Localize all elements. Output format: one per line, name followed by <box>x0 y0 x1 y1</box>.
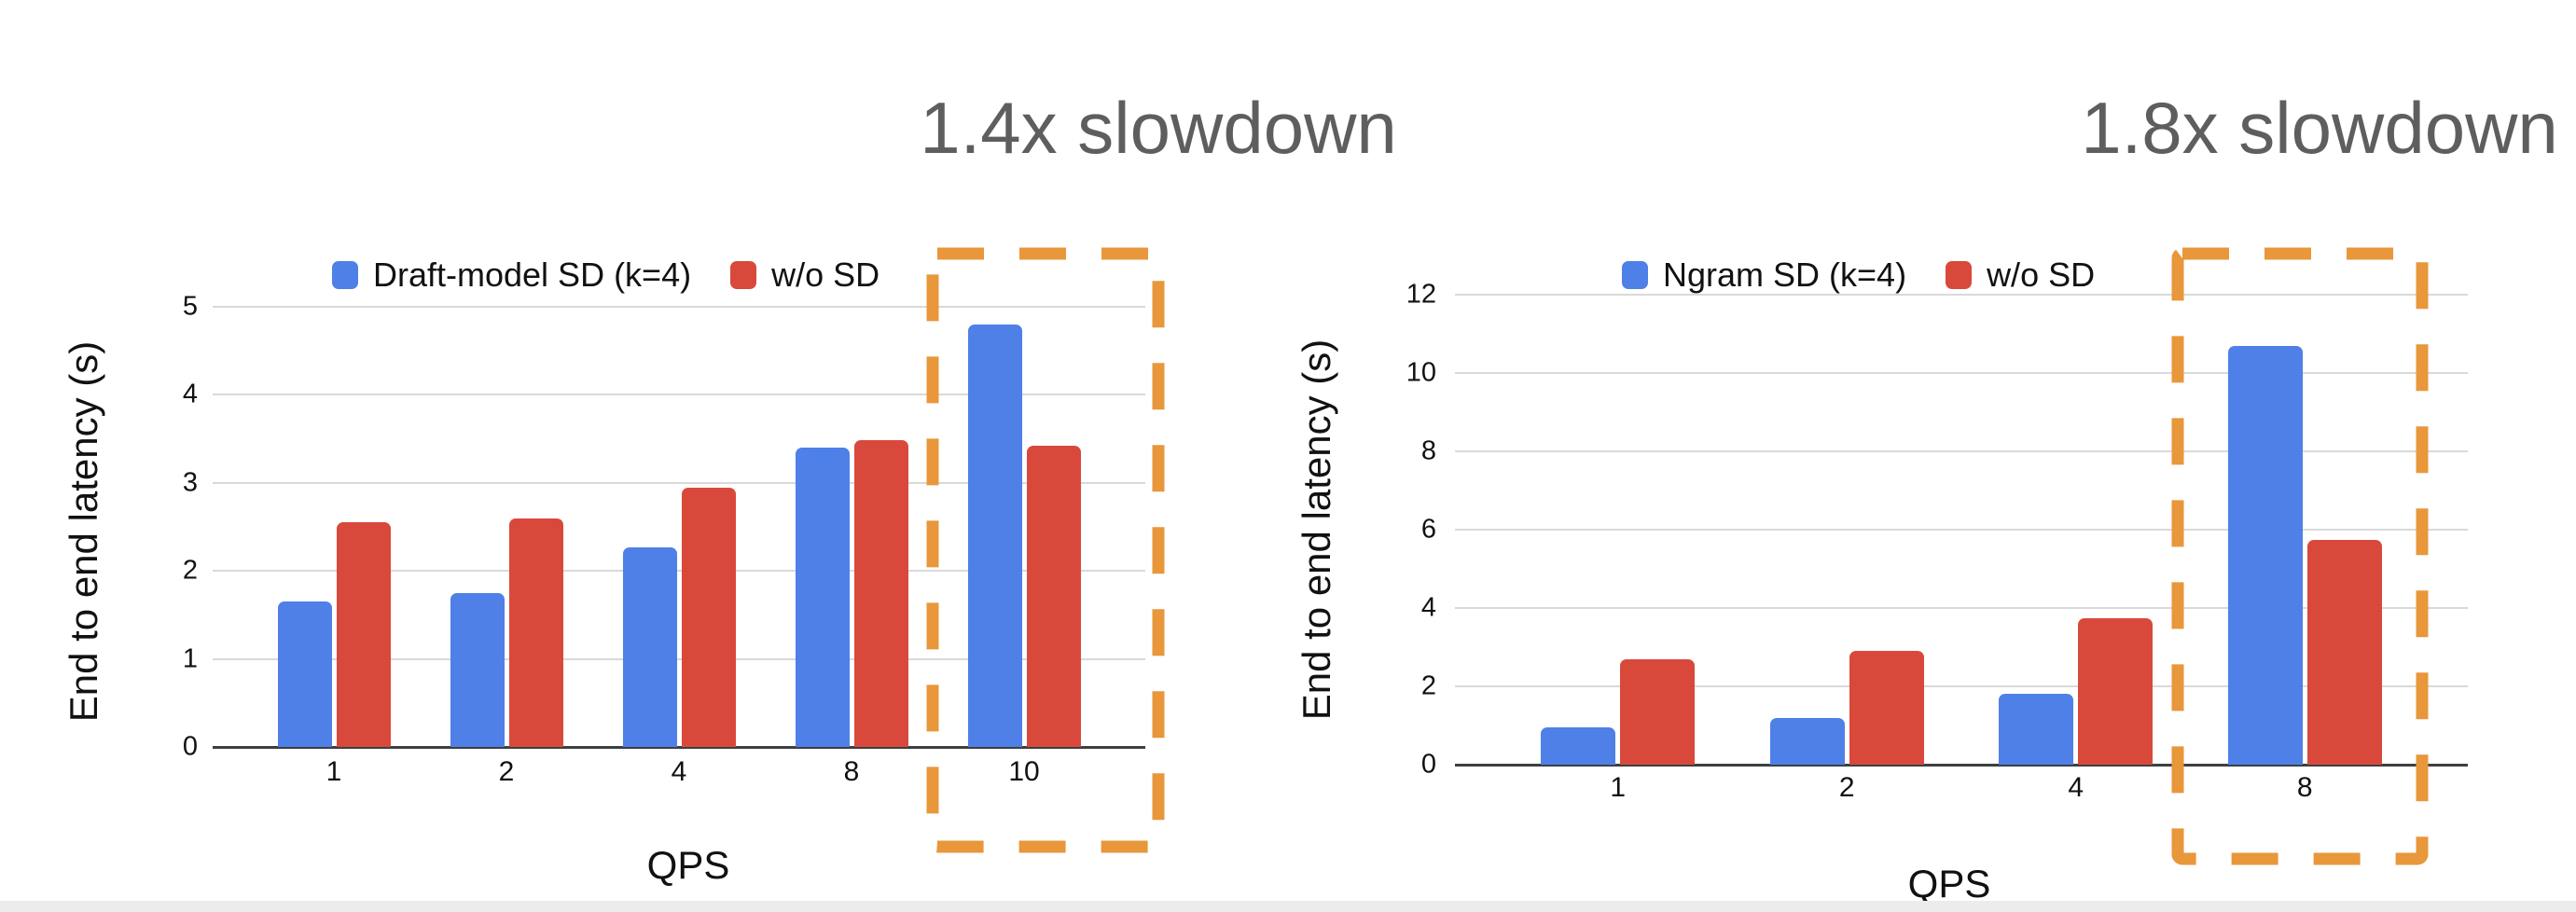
x-axis-line <box>1455 763 2468 767</box>
legend-swatch-blue <box>332 261 358 289</box>
legend-item-0: Draft-model SD (k=4) <box>332 256 691 295</box>
legend-right-chart: Ngram SD (k=4) w/o SD <box>1622 256 2095 295</box>
gridline-y12 <box>1455 294 2468 296</box>
bar-red-qps-2 <box>1849 651 1924 765</box>
gridline-y8 <box>1455 450 2468 452</box>
gridline-y3 <box>213 481 1145 484</box>
x-tick-label-2: 2 <box>498 756 515 787</box>
y-tick-label-4: 4 <box>182 379 198 409</box>
x-tick-label-4: 4 <box>2068 772 2084 803</box>
annotation-right-slowdown: 1.8x slowdown <box>2081 87 2558 169</box>
bar-blue-qps-8 <box>2227 345 2303 765</box>
x-tick-label-8: 8 <box>2296 772 2313 803</box>
y-axis-title-left: End to end latency (s) <box>62 340 105 723</box>
y-tick-label-5: 5 <box>182 291 198 322</box>
y-tick-label-6: 6 <box>1420 514 1436 545</box>
legend-swatch-red <box>730 261 757 289</box>
bar-blue-qps-1 <box>277 601 332 747</box>
x-axis-line <box>213 745 1145 749</box>
legend-item-1: w/o SD <box>1946 256 2095 295</box>
y-tick-label-3: 3 <box>182 467 198 498</box>
x-axis-title-right: QPS <box>1907 862 1991 905</box>
x-tick-label-1: 1 <box>1610 772 1627 803</box>
x-tick-label-4: 4 <box>671 756 687 787</box>
y-axis-title-right: End to end latency (s) <box>1295 339 1338 721</box>
legend-item-0: Ngram SD (k=4) <box>1622 256 1906 295</box>
y-tick-label-2: 2 <box>1420 670 1436 701</box>
bar-red-qps-4 <box>2078 617 2154 765</box>
bar-blue-qps-10 <box>967 324 1022 747</box>
gridline-y6 <box>1455 529 2468 531</box>
gridline-y4 <box>1455 607 2468 609</box>
legend-label-1: w/o SD <box>1987 256 2096 294</box>
legend-swatch-red <box>1946 261 1973 289</box>
y-tick-label-1: 1 <box>182 643 198 674</box>
x-tick-label-1: 1 <box>325 756 342 787</box>
bar-blue-qps-1 <box>1541 727 1616 765</box>
gridline-y5 <box>213 306 1145 308</box>
bar-red-qps-2 <box>508 518 563 747</box>
slide-bottom-edge <box>0 901 2576 912</box>
legend-left-chart: Draft-model SD (k=4) w/o SD <box>332 256 879 295</box>
bar-blue-qps-2 <box>1769 717 1845 765</box>
x-tick-label-10: 10 <box>1008 756 1040 787</box>
y-tick-label-2: 2 <box>182 555 198 586</box>
bar-blue-qps-2 <box>450 592 505 747</box>
y-tick-label-12: 12 <box>1406 279 1436 310</box>
legend-label-0: Draft-model SD (k=4) <box>373 256 692 294</box>
y-tick-label-8: 8 <box>1420 435 1436 466</box>
y-tick-label-0: 0 <box>1420 749 1436 780</box>
y-tick-label-10: 10 <box>1406 357 1436 388</box>
gridline-y2 <box>1455 685 2468 687</box>
legend-swatch-blue <box>1622 261 1648 289</box>
bar-red-qps-10 <box>1026 446 1081 747</box>
gridline-y2 <box>213 570 1145 573</box>
x-tick-label-2: 2 <box>1838 772 1855 803</box>
x-axis-title-left: QPS <box>646 843 730 887</box>
bar-blue-qps-4 <box>1999 694 2074 765</box>
gridline-y10 <box>1455 372 2468 374</box>
bar-red-qps-4 <box>681 488 736 747</box>
y-tick-label-4: 4 <box>1420 592 1436 623</box>
bar-red-qps-1 <box>1620 658 1696 765</box>
gridline-y1 <box>213 657 1145 660</box>
annotation-left-slowdown: 1.4x slowdown <box>920 87 1397 169</box>
legend-item-1: w/o SD <box>730 256 879 295</box>
bar-red-qps-8 <box>2306 539 2382 765</box>
y-tick-label-0: 0 <box>182 731 198 762</box>
gridline-y4 <box>213 394 1145 396</box>
bar-red-qps-1 <box>336 522 391 747</box>
bar-blue-qps-4 <box>622 546 677 747</box>
legend-label-1: w/o SD <box>771 256 880 294</box>
bar-red-qps-8 <box>853 440 908 747</box>
bar-blue-qps-8 <box>795 448 850 747</box>
x-tick-label-8: 8 <box>843 756 860 787</box>
legend-label-0: Ngram SD (k=4) <box>1663 256 1907 294</box>
